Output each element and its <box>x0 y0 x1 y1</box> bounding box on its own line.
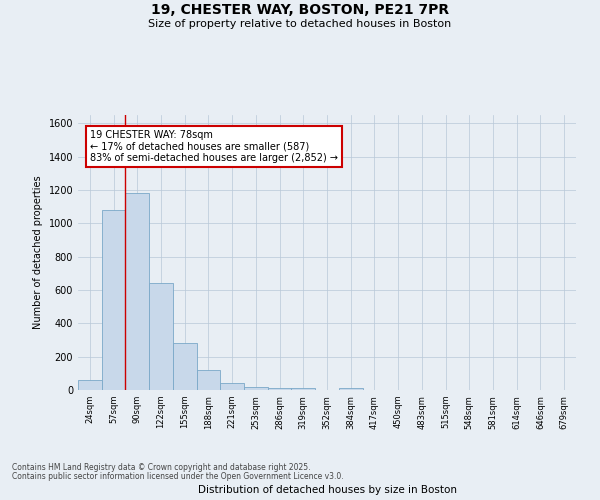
Text: 19 CHESTER WAY: 78sqm
← 17% of detached houses are smaller (587)
83% of semi-det: 19 CHESTER WAY: 78sqm ← 17% of detached … <box>90 130 338 163</box>
Text: Contains public sector information licensed under the Open Government Licence v3: Contains public sector information licen… <box>12 472 344 481</box>
Bar <box>197 370 220 390</box>
Text: 19, CHESTER WAY, BOSTON, PE21 7PR: 19, CHESTER WAY, BOSTON, PE21 7PR <box>151 2 449 16</box>
Bar <box>78 380 102 390</box>
Y-axis label: Number of detached properties: Number of detached properties <box>33 176 43 330</box>
Bar <box>292 388 315 390</box>
Bar <box>149 284 173 390</box>
Bar <box>173 344 197 390</box>
Bar <box>268 388 292 390</box>
Text: Contains HM Land Registry data © Crown copyright and database right 2025.: Contains HM Land Registry data © Crown c… <box>12 464 311 472</box>
Bar <box>220 384 244 390</box>
Text: Size of property relative to detached houses in Boston: Size of property relative to detached ho… <box>148 19 452 29</box>
Text: Distribution of detached houses by size in Boston: Distribution of detached houses by size … <box>197 485 457 495</box>
Bar <box>102 210 125 390</box>
Bar <box>244 386 268 390</box>
Bar <box>125 194 149 390</box>
Bar <box>339 388 362 390</box>
